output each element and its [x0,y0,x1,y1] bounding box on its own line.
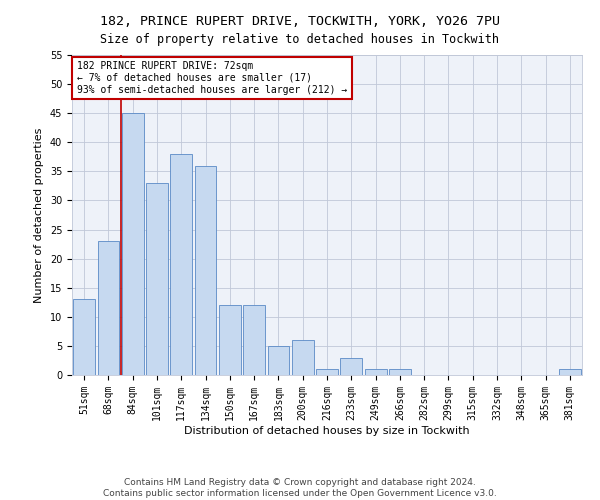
Bar [97,241,119,375]
Bar [559,369,581,375]
Bar [170,154,192,375]
Text: Contains HM Land Registry data © Crown copyright and database right 2024.
Contai: Contains HM Land Registry data © Crown c… [103,478,497,498]
Text: 182 PRINCE RUPERT DRIVE: 72sqm
← 7% of detached houses are smaller (17)
93% of s: 182 PRINCE RUPERT DRIVE: 72sqm ← 7% of d… [77,62,347,94]
Bar [194,166,217,375]
Bar [268,346,289,375]
X-axis label: Distribution of detached houses by size in Tockwith: Distribution of detached houses by size … [184,426,470,436]
Bar [146,183,168,375]
Bar [243,305,265,375]
Bar [340,358,362,375]
Bar [219,305,241,375]
Y-axis label: Number of detached properties: Number of detached properties [34,128,44,302]
Text: 182, PRINCE RUPERT DRIVE, TOCKWITH, YORK, YO26 7PU: 182, PRINCE RUPERT DRIVE, TOCKWITH, YORK… [100,15,500,28]
Bar [122,113,143,375]
Bar [292,340,314,375]
Bar [365,369,386,375]
Text: Size of property relative to detached houses in Tockwith: Size of property relative to detached ho… [101,32,499,46]
Bar [73,300,95,375]
Bar [316,369,338,375]
Bar [389,369,411,375]
